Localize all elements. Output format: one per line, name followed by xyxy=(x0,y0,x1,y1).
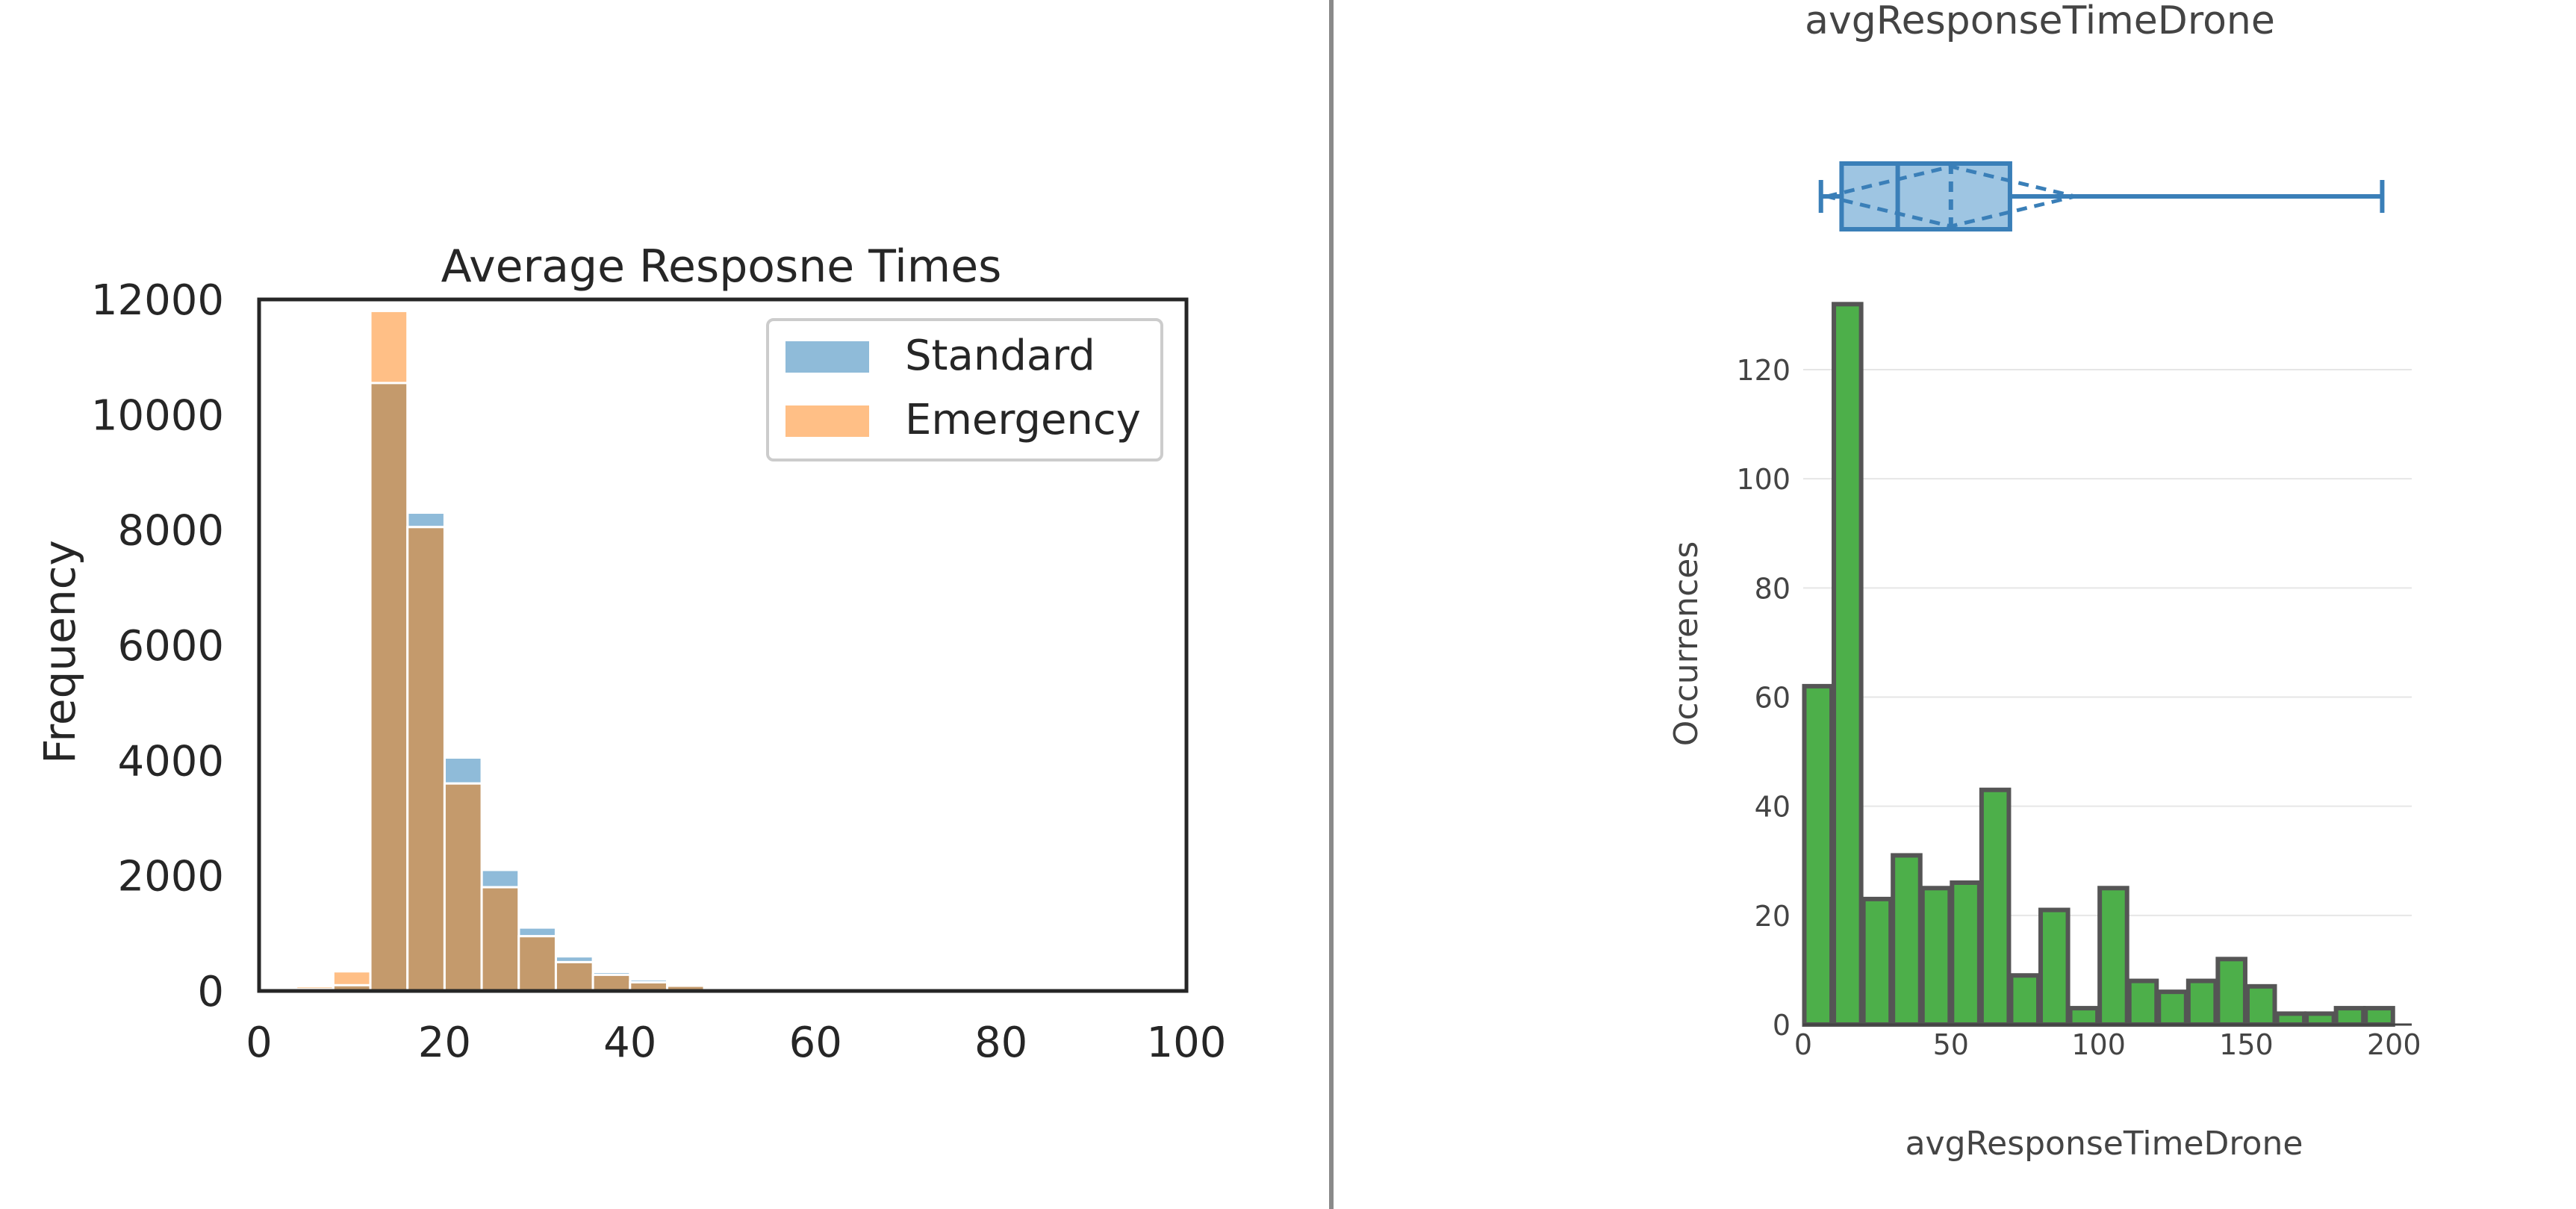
histogram-bar xyxy=(2009,973,2041,1028)
right-gridlines xyxy=(1803,369,2412,916)
overlap-bar xyxy=(554,960,594,992)
y-tick-label: 10000 xyxy=(91,391,224,440)
box-mean-sd-diamond xyxy=(1826,164,2076,229)
right-boxplot xyxy=(1818,161,2385,231)
histogram-bar xyxy=(1920,886,1953,1027)
histogram-bar xyxy=(2127,978,2159,1027)
right-y-axis-label: Occurrences xyxy=(1667,541,1705,746)
histogram-bar xyxy=(2274,1011,2307,1027)
right-x-tick-labels: 0 50 100 150 200 xyxy=(1794,1028,2421,1061)
right-histogram-bars xyxy=(1802,302,2395,1028)
overlap-bar xyxy=(369,382,409,992)
left-y-tick-labels: 0 2000 4000 6000 8000 10000 12000 xyxy=(91,276,224,1016)
x-tick-label: 0 xyxy=(246,1019,273,1067)
x-tick-label: 40 xyxy=(603,1019,656,1067)
histogram-bar xyxy=(1979,787,2012,1028)
left-y-axis-label: Frequency xyxy=(34,540,85,764)
histogram-bar xyxy=(1950,880,1982,1028)
left-plot-frame xyxy=(257,297,1189,993)
overlap-bar xyxy=(591,973,632,992)
left-legend: Standard Emergency xyxy=(766,318,1163,461)
y-tick-label: 8000 xyxy=(117,507,224,556)
histogram-bar xyxy=(1802,683,1835,1027)
histogram-bar xyxy=(2333,1006,2366,1028)
y-tick-label: 0 xyxy=(197,968,224,1016)
histogram-bar xyxy=(2097,886,2129,1027)
histogram-bar xyxy=(2156,989,2188,1028)
histogram-bar xyxy=(2185,978,2218,1027)
x-tick-label: 100 xyxy=(1147,1019,1227,1067)
right-chart: 0 20 40 60 80 100 120 0 50 100 150 200 avgResponse… xyxy=(1667,0,2421,1163)
panel-divider xyxy=(1329,0,1334,1209)
right-y-tick-labels: 0 20 40 60 80 100 120 xyxy=(1736,354,1791,1042)
histogram-bar xyxy=(2068,1006,2100,1028)
overlap-bar xyxy=(443,782,483,992)
histogram-bar xyxy=(1832,302,1864,1027)
y-tick-label: 6000 xyxy=(117,622,224,671)
histogram-bar xyxy=(1891,853,1923,1027)
right-x-axis-label: avgResponseTimeDrone xyxy=(1905,1125,2303,1163)
x-tick-label: 150 xyxy=(2219,1028,2274,1061)
x-tick-label: 0 xyxy=(1794,1028,1812,1061)
y-tick-label: 40 xyxy=(1755,791,1791,824)
overlap-bar xyxy=(517,935,557,992)
y-tick-label: 0 xyxy=(1773,1009,1791,1042)
histogram-bar xyxy=(2038,907,2071,1028)
x-tick-label: 100 xyxy=(2071,1028,2126,1061)
histogram-bar xyxy=(2244,983,2277,1028)
legend-label-emergency: Emergency xyxy=(905,396,1141,444)
x-tick-label: 200 xyxy=(2367,1028,2421,1061)
legend-label-standard: Standard xyxy=(905,332,1095,380)
y-tick-label: 20 xyxy=(1755,900,1791,933)
x-tick-label: 50 xyxy=(1933,1028,1969,1061)
y-tick-label: 60 xyxy=(1755,682,1791,715)
y-tick-label: 12000 xyxy=(91,276,224,325)
histogram-bar xyxy=(2304,1011,2336,1027)
left-chart: 0 2000 4000 6000 8000 10000 12000 0 20 40 60 80 100… xyxy=(34,240,1226,1067)
histogram-bar xyxy=(1861,896,1894,1028)
y-tick-label: 4000 xyxy=(117,737,224,786)
x-tick-label: 80 xyxy=(974,1019,1027,1067)
y-tick-label: 2000 xyxy=(117,853,224,901)
left-chart-title: Average Resposne Times xyxy=(441,240,1002,293)
overlap-bar xyxy=(480,886,520,992)
overlap-bars xyxy=(295,382,817,992)
right-chart-title: avgResponseTimeDrone xyxy=(1805,0,2275,43)
y-tick-label: 100 xyxy=(1736,463,1791,496)
histogram-bar xyxy=(2215,957,2247,1028)
x-tick-label: 20 xyxy=(418,1019,471,1067)
legend-swatch-emergency xyxy=(785,405,869,437)
overlap-bar xyxy=(406,526,446,992)
y-tick-label: 120 xyxy=(1736,354,1791,387)
histogram-bar xyxy=(2363,1006,2395,1028)
x-tick-label: 60 xyxy=(789,1019,842,1067)
left-x-tick-labels: 0 20 40 60 80 100 xyxy=(246,1019,1226,1067)
y-tick-label: 80 xyxy=(1755,572,1791,605)
legend-swatch-standard xyxy=(785,341,869,373)
